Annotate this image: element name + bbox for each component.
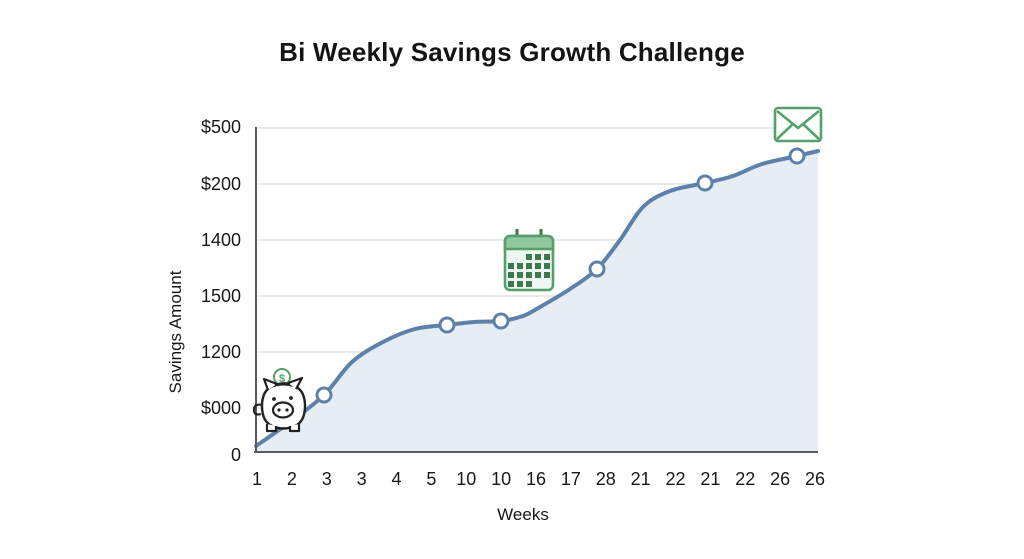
y-tick-label: 1200 [200, 342, 241, 362]
x-axis-title: Weeks [497, 505, 549, 524]
x-tick-label: 21 [700, 469, 721, 489]
y-tick-label: 1400 [200, 230, 241, 250]
data-point-marker [696, 174, 714, 192]
y-axis-ticks: $500 $200 1400 1500 1200 $000 0 [125, 0, 241, 559]
data-point-marker [315, 386, 333, 404]
y-tick-label: $000 [200, 398, 241, 418]
data-point-markers [315, 147, 806, 404]
x-tick-label: 4 [391, 469, 402, 489]
x-tick-label: 3 [321, 469, 332, 489]
y-tick-label: 0 [230, 445, 241, 465]
savings-line [254, 149, 820, 448]
x-tick-label: 5 [426, 469, 437, 489]
y-tick-label: 1500 [200, 286, 241, 306]
x-tick-label: 22 [665, 469, 686, 489]
x-tick-label: 3 [356, 469, 367, 489]
x-tick-label: 21 [630, 469, 651, 489]
piggy-bank-icon: $ [252, 368, 307, 433]
calendar-icon [503, 229, 555, 292]
data-point-marker [438, 316, 456, 334]
x-tick-label: 17 [560, 469, 581, 489]
chart-title: Bi Weekly Savings Growth Challenge [279, 37, 745, 67]
y-tick-label: $500 [200, 117, 241, 137]
y-axis-title: Savings Amount [166, 270, 185, 394]
x-tick-label: 1 [251, 469, 262, 489]
data-point-marker [588, 260, 606, 278]
x-tick-label: 10 [491, 469, 512, 489]
x-tick-label: 16 [525, 469, 547, 489]
x-tick-label: 26 [804, 469, 826, 489]
data-point-marker [492, 312, 510, 330]
savings-area-fill [256, 151, 818, 452]
x-tick-label: 10 [456, 469, 477, 489]
data-point-marker [788, 147, 806, 165]
x-tick-label: 26 [770, 469, 791, 489]
y-tick-label: $200 [200, 174, 241, 194]
x-tick-label: 22 [735, 469, 756, 489]
envelope-icon [773, 106, 823, 143]
x-tick-label: 2 [286, 469, 297, 489]
x-axis-ticks: 1 2 3 3 4 5 10 10 16 17 28 21 22 21 22 2… [242, 466, 830, 492]
x-tick-label: 28 [595, 469, 616, 489]
svg-text:$: $ [279, 373, 285, 385]
